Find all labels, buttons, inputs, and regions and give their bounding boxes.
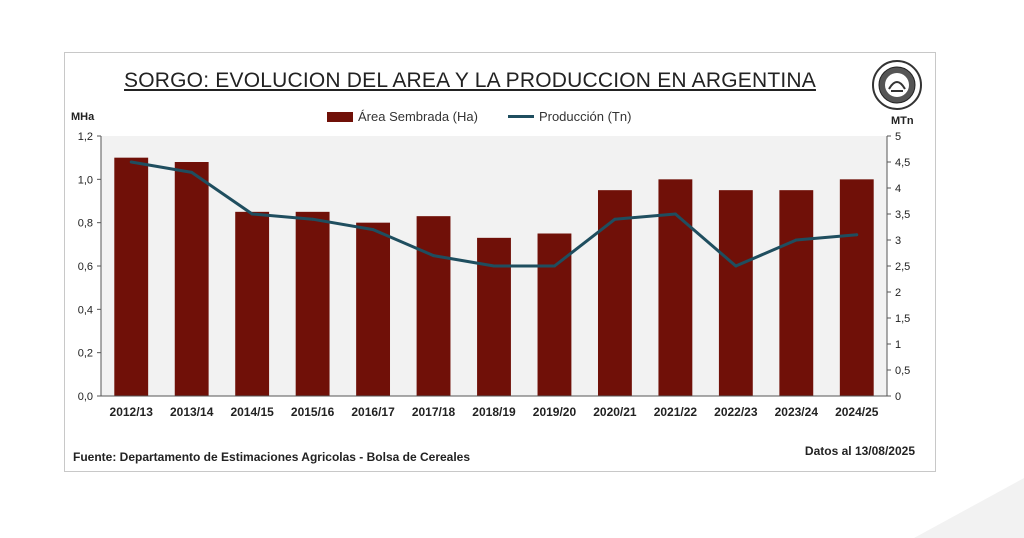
bar-2020/21 <box>597 190 632 396</box>
bolsa-de-cereales-logo-icon <box>872 60 922 110</box>
y-right-tick-label: 2,5 <box>895 261 910 273</box>
bar-2012/13 <box>114 157 149 396</box>
legend-swatch-production <box>507 115 534 118</box>
chart-legend: Área Sembrada (Ha) Producción (Tn) <box>327 109 661 124</box>
legend-item-production: Producción (Tn) <box>507 109 632 124</box>
y-right-tick-label: 1 <box>895 339 901 351</box>
y-left-tick-label: 0,6 <box>78 261 93 273</box>
legend-item-area: Área Sembrada (Ha) <box>327 109 478 124</box>
bar-2018/19 <box>477 237 511 396</box>
background-corner-shape <box>914 478 1024 538</box>
y-right-tick-label: 3,5 <box>895 209 910 221</box>
y-left-tick-label: 0,4 <box>78 304 93 316</box>
production-point-2024/25 <box>855 233 859 237</box>
x-tick-label: 2012/13 <box>110 405 154 419</box>
x-tick-label: 2013/14 <box>170 405 214 419</box>
bar-2015/16 <box>295 211 330 396</box>
bar-2013/14 <box>174 162 209 396</box>
x-tick-label: 2017/18 <box>412 405 456 419</box>
chart-source: Fuente: Departamento de Estimaciones Agr… <box>73 450 471 464</box>
production-point-2018/19 <box>492 264 496 268</box>
x-tick-label: 2019/20 <box>533 405 577 419</box>
x-tick-label: 2014/15 <box>230 405 274 419</box>
bar-2023/24 <box>779 190 814 396</box>
chart-date: Datos al 13/08/2025 <box>804 444 915 458</box>
legend-label-production: Producción (Tn) <box>538 109 632 124</box>
legend-label-area: Área Sembrada (Ha) <box>358 109 478 124</box>
chart-plot: 0,0 0,2 0,4 0,6 0,8 1,0 1,2 0 0,5 1 1,5 2 2,5 3 3,5 4 4,… <box>78 131 911 419</box>
production-point-2021/22 <box>673 212 677 216</box>
x-tick-label: 2021/22 <box>654 405 698 419</box>
bar-2022/23 <box>718 190 753 396</box>
y-right-tick-label: 1,5 <box>895 313 910 325</box>
x-tick-label: 2015/16 <box>291 405 335 419</box>
production-point-2022/23 <box>734 264 738 268</box>
y-right-axis-label: MTn <box>891 115 914 127</box>
y-left-tick-label: 1,2 <box>78 131 93 143</box>
y-left-tick-label: 0,8 <box>78 218 93 230</box>
production-point-2016/17 <box>371 228 375 232</box>
y-right-tick-label: 0,5 <box>895 365 910 377</box>
production-point-2023/24 <box>794 238 798 242</box>
bar-2021/22 <box>658 179 693 396</box>
bar-2016/17 <box>356 222 391 396</box>
production-point-2014/15 <box>250 212 254 216</box>
x-tick-label: 2022/23 <box>714 405 758 419</box>
production-point-2020/21 <box>613 217 617 221</box>
y-right-tick-label: 2 <box>895 287 901 299</box>
production-point-2017/18 <box>432 254 436 258</box>
x-tick-label: 2023/24 <box>775 405 819 419</box>
x-tick-label: 2020/21 <box>593 405 637 419</box>
x-tick-label: 2016/17 <box>351 405 395 419</box>
production-point-2013/14 <box>190 170 194 174</box>
production-point-2012/13 <box>129 160 133 164</box>
chart-container: SORGO: EVOLUCION DEL AREA Y LA PRODUCCIO… <box>64 52 936 472</box>
chart-title: SORGO: EVOLUCION DEL AREA Y LA PRODUCCIO… <box>124 69 816 92</box>
x-tick-label: 2018/19 <box>472 405 516 419</box>
y-left-tick-label: 0,2 <box>78 348 93 360</box>
bar-2019/20 <box>537 233 572 396</box>
x-tick-label: 2024/25 <box>835 405 879 419</box>
y-right-tick-label: 4 <box>895 183 901 195</box>
y-right-tick-label: 3 <box>895 235 901 247</box>
y-left-tick-label: 1,0 <box>78 174 93 186</box>
production-point-2019/20 <box>552 264 556 268</box>
production-point-2015/16 <box>311 217 315 221</box>
y-left-axis-label: MHa <box>71 111 95 123</box>
y-right-tick-label: 4,5 <box>895 157 910 169</box>
bar-2014/15 <box>235 211 270 396</box>
y-right-tick-label: 5 <box>895 131 901 143</box>
bar-2024/25 <box>839 179 874 396</box>
bar-2017/18 <box>416 216 451 396</box>
y-left-tick-label: 0,0 <box>78 391 93 403</box>
y-right-tick-label: 0 <box>895 391 901 403</box>
legend-swatch-area <box>327 111 353 122</box>
